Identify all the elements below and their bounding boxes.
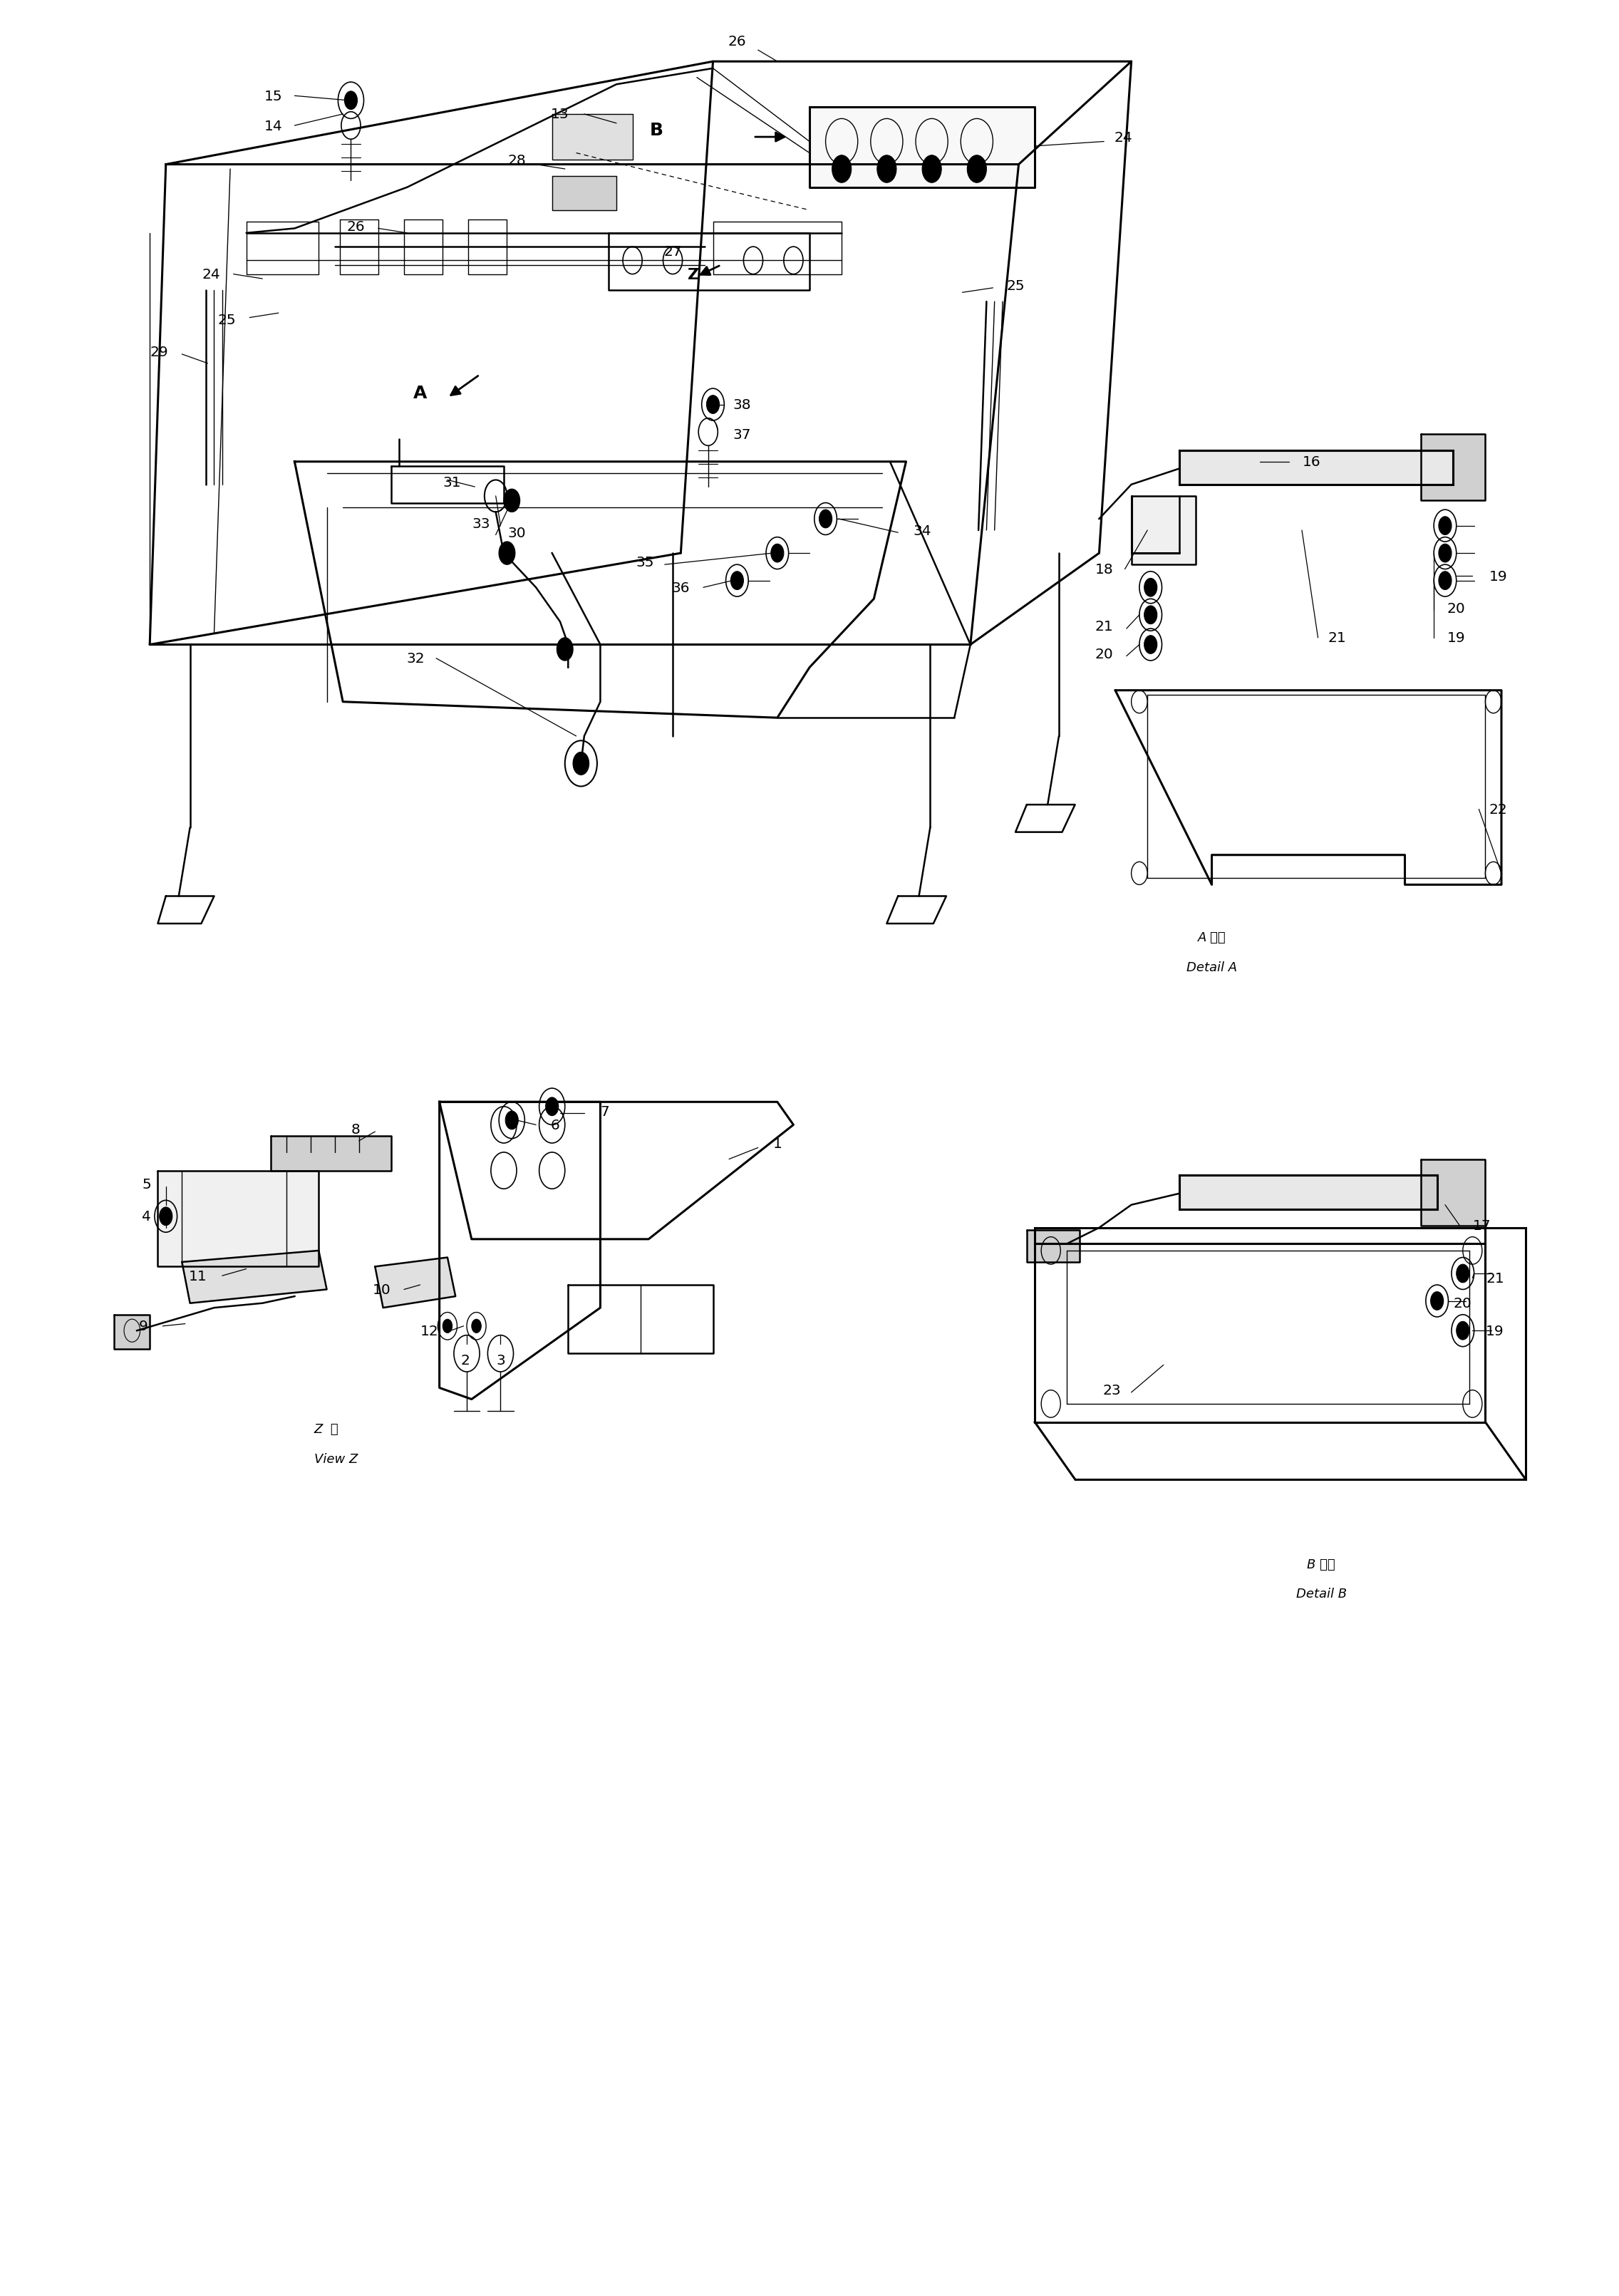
Polygon shape <box>270 1137 392 1171</box>
Text: 4: 4 <box>142 1210 151 1224</box>
Text: 17: 17 <box>1473 1219 1491 1233</box>
Text: 36: 36 <box>672 581 690 595</box>
Circle shape <box>1457 1322 1468 1341</box>
Text: 12: 12 <box>421 1325 439 1339</box>
Text: 18: 18 <box>1094 563 1114 576</box>
Text: 35: 35 <box>636 556 654 569</box>
Text: 31: 31 <box>444 475 461 489</box>
Text: A: A <box>413 386 427 402</box>
Text: 30: 30 <box>507 526 526 540</box>
Circle shape <box>573 753 589 776</box>
Text: B: B <box>649 122 664 140</box>
Polygon shape <box>1180 450 1454 484</box>
Circle shape <box>1439 544 1452 563</box>
Text: 26: 26 <box>729 34 746 48</box>
Text: 20: 20 <box>1447 602 1465 615</box>
Polygon shape <box>552 177 617 211</box>
Text: Detail B: Detail B <box>1295 1587 1347 1600</box>
Circle shape <box>819 510 832 528</box>
Text: 5: 5 <box>142 1178 151 1192</box>
Text: 19: 19 <box>1447 631 1465 645</box>
Text: 2: 2 <box>460 1355 470 1368</box>
Text: 20: 20 <box>1094 647 1114 661</box>
Text: 29: 29 <box>151 347 168 358</box>
Circle shape <box>1431 1293 1444 1311</box>
Circle shape <box>1439 572 1452 590</box>
Circle shape <box>771 544 784 563</box>
Text: Z  視: Z 視 <box>314 1424 338 1435</box>
Text: 27: 27 <box>664 246 682 259</box>
Circle shape <box>923 156 941 184</box>
Text: 21: 21 <box>1486 1272 1504 1286</box>
Circle shape <box>505 1111 518 1130</box>
Circle shape <box>345 92 358 110</box>
Circle shape <box>499 542 515 565</box>
Text: 21: 21 <box>1328 631 1347 645</box>
Text: 7: 7 <box>601 1104 610 1118</box>
Circle shape <box>730 572 743 590</box>
Text: 20: 20 <box>1454 1297 1472 1311</box>
Text: 28: 28 <box>507 154 526 168</box>
Polygon shape <box>115 1316 151 1350</box>
Polygon shape <box>157 1171 319 1267</box>
Text: 22: 22 <box>1489 804 1507 817</box>
Text: 8: 8 <box>351 1123 361 1137</box>
Text: 1: 1 <box>772 1137 782 1150</box>
Circle shape <box>159 1208 172 1226</box>
Circle shape <box>504 489 520 512</box>
Text: Detail A: Detail A <box>1187 962 1237 974</box>
Circle shape <box>877 156 897 184</box>
Text: A 詳細: A 詳細 <box>1198 932 1226 944</box>
Circle shape <box>1439 517 1452 535</box>
Circle shape <box>546 1097 559 1116</box>
Circle shape <box>1145 636 1158 654</box>
Text: 15: 15 <box>264 90 283 103</box>
Text: 21: 21 <box>1094 620 1114 634</box>
Text: 11: 11 <box>189 1270 207 1283</box>
Text: 34: 34 <box>913 523 931 537</box>
Text: 25: 25 <box>219 315 236 328</box>
Polygon shape <box>1421 434 1485 501</box>
Text: 16: 16 <box>1302 455 1321 468</box>
Text: 32: 32 <box>406 652 424 666</box>
Text: 9: 9 <box>139 1320 147 1334</box>
Text: 19: 19 <box>1486 1325 1504 1339</box>
Circle shape <box>1145 579 1158 597</box>
Text: 26: 26 <box>346 220 364 234</box>
Circle shape <box>471 1320 481 1334</box>
Circle shape <box>557 638 573 661</box>
Polygon shape <box>1421 1159 1485 1226</box>
Polygon shape <box>1026 1231 1080 1263</box>
Polygon shape <box>810 108 1035 188</box>
Text: 24: 24 <box>202 269 220 282</box>
Text: 10: 10 <box>372 1283 390 1297</box>
Text: 6: 6 <box>550 1118 560 1132</box>
Text: 37: 37 <box>733 427 751 441</box>
Circle shape <box>1457 1265 1468 1283</box>
Polygon shape <box>181 1251 327 1304</box>
Text: 3: 3 <box>495 1355 505 1368</box>
Text: 23: 23 <box>1103 1384 1120 1396</box>
Circle shape <box>967 156 986 184</box>
Circle shape <box>832 156 852 184</box>
Circle shape <box>1145 606 1158 625</box>
Polygon shape <box>1180 1176 1438 1210</box>
Text: 33: 33 <box>473 517 491 530</box>
Circle shape <box>442 1320 452 1334</box>
Text: 14: 14 <box>264 119 283 133</box>
Text: B 詳細: B 詳細 <box>1307 1557 1336 1570</box>
Polygon shape <box>1132 496 1196 565</box>
Text: Z: Z <box>688 269 699 282</box>
Text: 19: 19 <box>1489 569 1507 583</box>
Text: View Z: View Z <box>314 1453 358 1465</box>
Text: 38: 38 <box>733 397 751 411</box>
Text: 24: 24 <box>1114 131 1132 145</box>
Text: 13: 13 <box>550 108 570 122</box>
Text: 25: 25 <box>1007 280 1025 294</box>
Circle shape <box>706 395 719 413</box>
Polygon shape <box>376 1258 455 1309</box>
Polygon shape <box>552 115 633 161</box>
